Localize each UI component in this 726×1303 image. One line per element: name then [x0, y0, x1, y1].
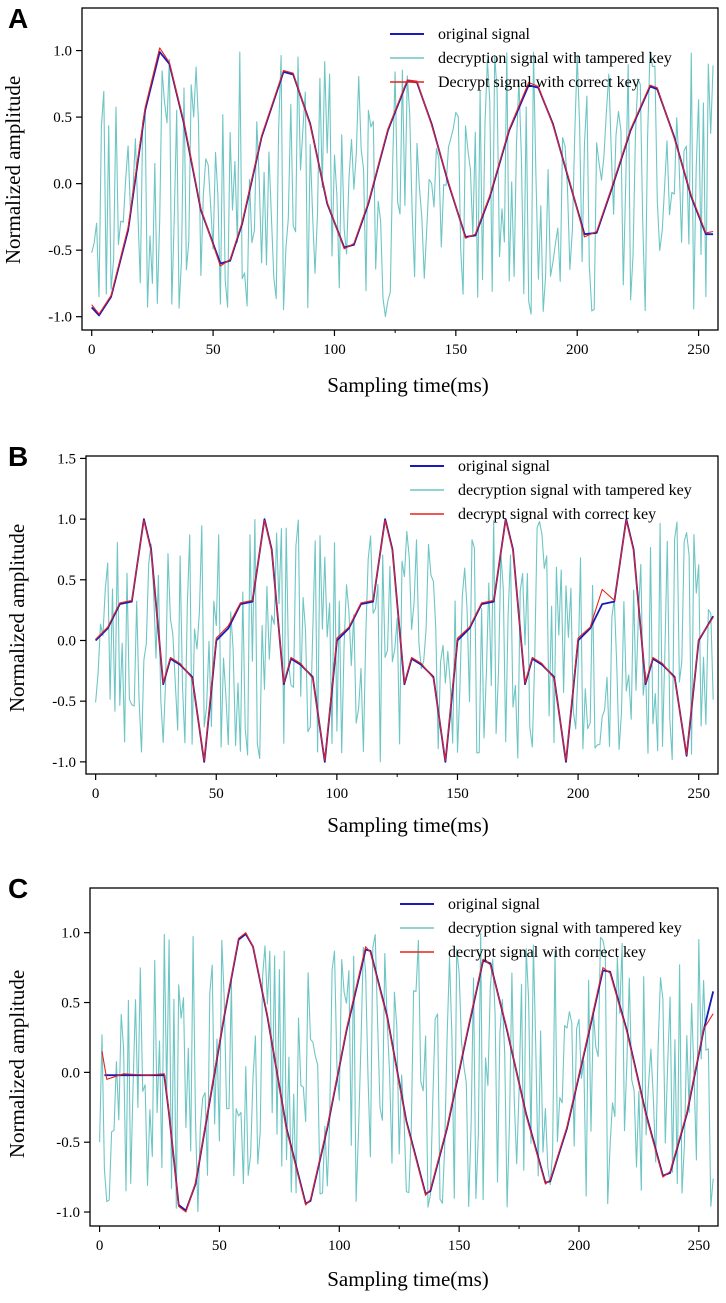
- x-axis-title: Sampling time(ms): [327, 813, 489, 837]
- legend-entry-correct: decrypt signal with correct key: [448, 944, 646, 961]
- x-tick-label: 0: [92, 786, 100, 802]
- series-group: [99, 932, 715, 1213]
- series-group: [91, 47, 714, 318]
- y-tick-label: 1.0: [61, 926, 80, 942]
- legend-entry-tampered: decryption signal with tampered key: [458, 482, 692, 499]
- x-axis-title: Sampling time(ms): [327, 1267, 489, 1291]
- x-tick-label: 100: [326, 786, 349, 802]
- plot-area: 0 50 100 150 200 250 -1.0 -0.5 0.0 0.5 1.0 1.5 origi…: [52, 451, 719, 802]
- chart-b-svg: B 0 50 100 150 200 250 -1.0 -0.5 0.0 0.5 1.0 1.5 ori…: [5, 441, 719, 837]
- chart-a-svg: A 0 50 100 150 200 250 -1.0 -0.5 0.0 0.5 1.0 origin…: [1, 3, 719, 397]
- y-tick-label: -0.5: [52, 694, 76, 710]
- x-tick-label: 0: [88, 342, 96, 358]
- series-line-correct: [101, 932, 714, 1213]
- y-axis-title: Normalized amplitude: [1, 76, 25, 264]
- x-tick-label: 150: [448, 1238, 471, 1254]
- x-tick-label: 100: [323, 342, 346, 358]
- y-tick-label: -1.0: [52, 755, 76, 771]
- x-tick-label: 250: [688, 1238, 711, 1254]
- series-line-original: [104, 933, 715, 1212]
- chart-panel-b: B 0 50 100 150 200 250 -1.0 -0.5 0.0 0.5 1.0 1.5 ori…: [0, 434, 726, 868]
- y-tick-label: -0.5: [48, 243, 72, 259]
- y-tick-label: 0.5: [57, 573, 76, 589]
- panel-label: B: [8, 441, 28, 472]
- y-tick-label: 0.0: [53, 177, 72, 193]
- x-tick-label: 250: [687, 786, 710, 802]
- y-tick-label: -1.0: [56, 1205, 80, 1221]
- x-tick-label: 200: [566, 342, 589, 358]
- x-tick-label: 100: [328, 1238, 351, 1254]
- series-group: [94, 518, 714, 763]
- chart-c-svg: C 0 50 100 150 200 250 -1.0 -0.5 0.0 0.5 1.0 origin…: [5, 873, 719, 1291]
- x-tick-label: 150: [445, 342, 468, 358]
- x-tick-label: 0: [96, 1238, 104, 1254]
- plot-frame: [85, 455, 719, 775]
- plot-frame: [81, 7, 719, 331]
- x-axis-title: Sampling time(ms): [327, 373, 489, 397]
- y-tick-label: 0.0: [57, 633, 76, 649]
- series-line-correct: [91, 47, 714, 315]
- legend-entry-correct: decrypt signal with correct key: [458, 506, 656, 523]
- series-line-tampered: [95, 518, 714, 763]
- plot-frame: [89, 887, 719, 1227]
- chart-panel-a: A 0 50 100 150 200 250 -1.0 -0.5 0.0 0.5 1.0 origin…: [0, 0, 726, 434]
- series-line-tampered: [91, 50, 714, 318]
- plot-area: 0 50 100 150 200 250 -1.0 -0.5 0.0 0.5 1.0 original…: [56, 887, 719, 1254]
- chart-panel-c: C 0 50 100 150 200 250 -1.0 -0.5 0.0 0.5 1.0 origin…: [0, 868, 726, 1302]
- legend-entry-original: original signal: [448, 896, 541, 913]
- panel-label: A: [8, 3, 28, 34]
- y-tick-label: 0.5: [61, 996, 80, 1012]
- x-tick-label: 200: [567, 786, 590, 802]
- series-line-tampered: [99, 932, 714, 1213]
- y-tick-label: 1.0: [57, 512, 76, 528]
- x-tick-label: 200: [568, 1238, 591, 1254]
- y-tick-label: -1.0: [48, 310, 72, 326]
- y-tick-label: 1.0: [53, 44, 72, 60]
- legend-entry-correct: Decrypt signal with correct key: [438, 74, 640, 91]
- legend-entry-original: original signal: [438, 26, 531, 43]
- y-tick-label: 1.5: [57, 451, 76, 467]
- y-tick-label: -0.5: [56, 1135, 80, 1151]
- x-tick-label: 50: [206, 342, 221, 358]
- panel-label: C: [8, 873, 28, 904]
- legend-entry-tampered: decryption signal with tampered key: [448, 920, 682, 937]
- x-tick-label: 150: [446, 786, 469, 802]
- y-tick-label: 0.5: [53, 110, 72, 126]
- x-tick-label: 250: [687, 342, 710, 358]
- legend-entry-original: original signal: [458, 458, 551, 475]
- plot-area: 0 50 100 150 200 250 -1.0 -0.5 0.0 0.5 1.0 original…: [48, 7, 719, 358]
- x-tick-label: 50: [212, 1238, 227, 1254]
- x-tick-label: 50: [209, 786, 224, 802]
- y-axis-title: Normalized amplitude: [5, 970, 29, 1158]
- series-line-correct: [95, 519, 714, 762]
- y-axis-title: Normalized amplitude: [5, 524, 29, 712]
- y-tick-label: 0.0: [61, 1065, 80, 1081]
- legend-entry-tampered: decryption signal with tampered key: [438, 50, 672, 67]
